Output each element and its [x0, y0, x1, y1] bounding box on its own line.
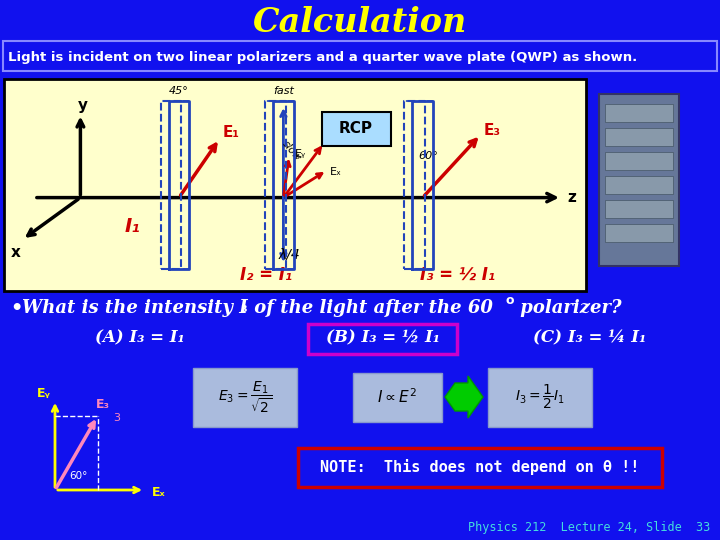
Text: 45°: 45° — [169, 85, 189, 96]
Text: z: z — [567, 190, 577, 205]
Text: Eᵧ: Eᵧ — [295, 148, 306, 159]
FancyBboxPatch shape — [353, 373, 442, 422]
FancyBboxPatch shape — [298, 448, 662, 487]
FancyBboxPatch shape — [308, 324, 457, 354]
Text: Calculation: Calculation — [253, 5, 467, 38]
Text: •: • — [10, 299, 22, 318]
FancyBboxPatch shape — [605, 152, 673, 170]
FancyBboxPatch shape — [605, 200, 673, 218]
Text: of the light after the 60: of the light after the 60 — [248, 299, 493, 317]
Text: y: y — [78, 98, 88, 113]
Text: $I \propto E^2$: $I \propto E^2$ — [377, 388, 417, 406]
Text: E₃: E₃ — [484, 123, 500, 138]
FancyBboxPatch shape — [4, 79, 586, 291]
Text: E₁: E₁ — [222, 125, 240, 140]
Text: x: x — [11, 245, 21, 260]
FancyBboxPatch shape — [599, 94, 679, 266]
Text: (C) I₃ = ¼ I₁: (C) I₃ = ¼ I₁ — [534, 329, 647, 347]
Text: I₂ = I₁: I₂ = I₁ — [240, 266, 292, 284]
Text: $I_3 = \dfrac{1}{2}I_1$: $I_3 = \dfrac{1}{2}I_1$ — [516, 383, 564, 411]
Text: (B) I₃ = ½ I₁: (B) I₃ = ½ I₁ — [326, 329, 440, 347]
Text: RCP: RCP — [339, 121, 373, 136]
Text: I₁: I₁ — [125, 218, 140, 237]
Text: ₃: ₃ — [240, 300, 247, 315]
Polygon shape — [445, 376, 483, 418]
Text: (A) I₃ = I₁: (A) I₃ = I₁ — [95, 329, 185, 347]
FancyBboxPatch shape — [3, 41, 717, 71]
FancyBboxPatch shape — [605, 104, 673, 122]
Text: o: o — [506, 294, 515, 307]
FancyBboxPatch shape — [488, 368, 592, 427]
FancyBboxPatch shape — [605, 176, 673, 194]
Text: Light is incident on two linear polarizers and a quarter wave plate (QWP) as sho: Light is incident on two linear polarize… — [8, 51, 637, 64]
FancyBboxPatch shape — [605, 224, 673, 242]
Text: I₃ = ½ I₁: I₃ = ½ I₁ — [420, 266, 495, 284]
Text: Eᵧ: Eᵧ — [37, 388, 51, 401]
Text: 60°: 60° — [69, 471, 87, 481]
FancyBboxPatch shape — [193, 368, 297, 427]
FancyBboxPatch shape — [322, 112, 391, 146]
Text: λ/4: λ/4 — [279, 247, 300, 261]
Text: 3: 3 — [114, 414, 120, 423]
Text: polarizer?: polarizer? — [514, 299, 621, 317]
FancyBboxPatch shape — [605, 128, 673, 146]
Text: $E_3 = \dfrac{E_1}{\sqrt{2}}$: $E_3 = \dfrac{E_1}{\sqrt{2}}$ — [217, 379, 272, 415]
Text: Physics 212  Lecture 24, Slide  33: Physics 212 Lecture 24, Slide 33 — [468, 522, 710, 535]
Text: What is the intensity I: What is the intensity I — [22, 299, 248, 317]
Text: Eₓ: Eₓ — [152, 487, 166, 500]
Text: Eₓ: Eₓ — [330, 167, 342, 178]
Text: slow: slow — [281, 139, 303, 164]
Text: E₃: E₃ — [96, 398, 109, 411]
Text: NOTE:  This does not depend on θ !!: NOTE: This does not depend on θ !! — [320, 459, 639, 475]
Text: fast: fast — [273, 85, 294, 96]
Text: 60°: 60° — [418, 151, 438, 160]
